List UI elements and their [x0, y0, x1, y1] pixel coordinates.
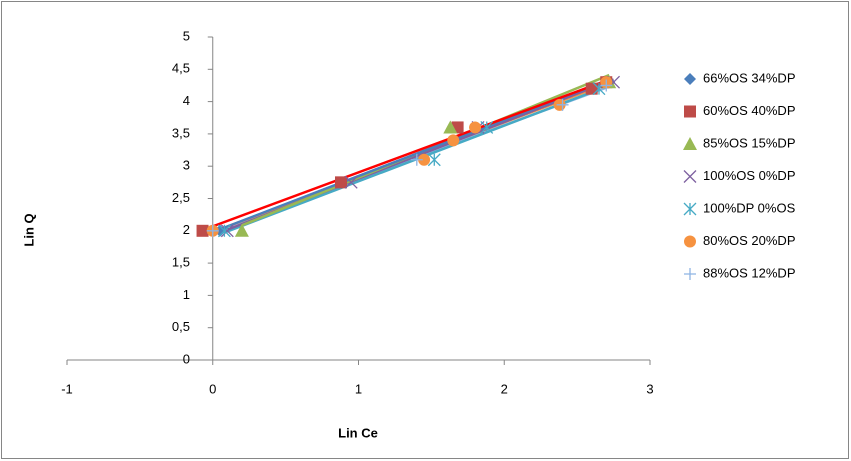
y-tick-label: 1	[183, 287, 190, 302]
point	[556, 98, 569, 111]
y-tick-label: 0	[183, 351, 190, 366]
x-tick-label: 2	[501, 381, 508, 396]
legend-marker	[683, 202, 697, 216]
legend-label: 100%OS 0%DP	[703, 168, 796, 183]
y-tick-label: 2	[183, 222, 190, 237]
y-tick-label: 1,5	[172, 255, 190, 270]
y-tick-label: 3,5	[172, 125, 190, 140]
legend-label: 60%OS 40%DP	[703, 103, 796, 118]
legend-label: 88%OS 12%DP	[703, 265, 796, 280]
trendline	[202, 79, 607, 232]
x-axis-title: Lin Ce	[338, 425, 378, 440]
legend-label: 80%OS 20%DP	[703, 233, 796, 248]
plot-area: 0 0,5 1 1,5 2 2,5 3 3,5 4 4,5 5 -1 0 1 2 3 66%OS 34%DP 60…	[61, 28, 795, 396]
point	[234, 223, 249, 237]
point	[220, 224, 234, 238]
point	[196, 224, 209, 237]
point	[443, 120, 458, 134]
y-tick-label: 0,5	[172, 319, 190, 334]
y-tick-label: 5	[183, 28, 190, 43]
point	[600, 79, 613, 92]
point	[469, 121, 482, 134]
point	[344, 175, 358, 189]
y-tick-label: 4	[183, 93, 190, 108]
x-tick-label: -1	[61, 381, 73, 396]
legend-marker	[684, 268, 696, 280]
point	[217, 224, 231, 238]
point	[447, 134, 460, 147]
point	[480, 120, 494, 134]
legend-label: 100%DP 0%OS	[703, 200, 796, 215]
y-tick-label: 4,5	[172, 61, 190, 76]
legend-marker	[684, 105, 696, 118]
legend-marker	[684, 73, 696, 85]
point	[585, 82, 598, 95]
point	[410, 153, 423, 166]
legend-label: 66%OS 34%DP	[703, 70, 796, 85]
y-axis-title: Lin Q	[21, 213, 36, 246]
legend-marker	[683, 170, 697, 183]
x-tick-label: 3	[646, 381, 653, 396]
x-tick-label: 1	[355, 381, 362, 396]
point	[427, 153, 441, 167]
x-tick-label: 0	[209, 381, 216, 396]
point	[206, 224, 219, 237]
y-tick-label: 2,5	[172, 190, 190, 205]
legend-marker	[684, 235, 696, 248]
legend-label: 85%OS 15%DP	[703, 135, 796, 150]
point	[418, 153, 431, 166]
point	[335, 176, 348, 189]
legend-marker	[683, 137, 697, 150]
y-tick-label: 3	[183, 158, 190, 173]
trendline	[223, 88, 600, 234]
